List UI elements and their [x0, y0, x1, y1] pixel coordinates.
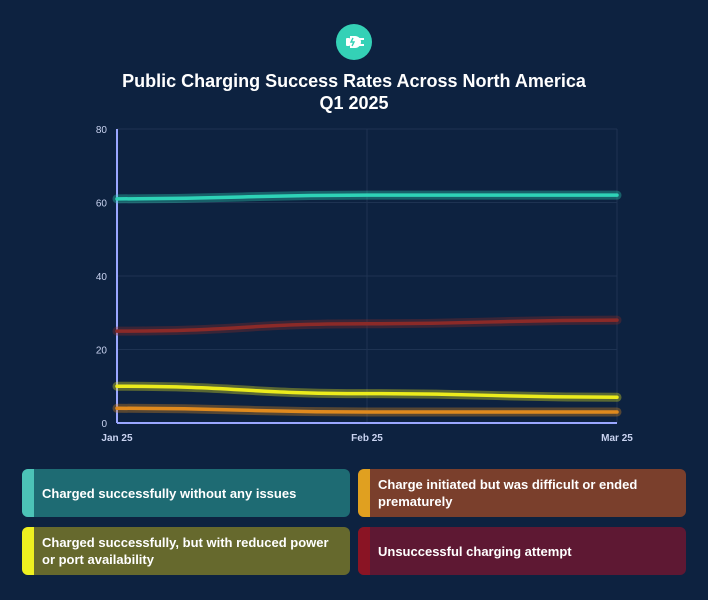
series-line-1 [115, 193, 619, 201]
legend-swatch [358, 469, 370, 517]
y-tick-label: 40 [96, 272, 108, 283]
logo-badge [336, 24, 372, 60]
y-tick-label: 20 [96, 346, 108, 357]
legend-item[interactable]: Charge initiated but was difficult or en… [358, 469, 686, 517]
line-chart: 0 20 40 60 80 Jan 25 Feb 25 Mar 25 [96, 125, 633, 444]
y-tick-label: 80 [96, 125, 108, 136]
legend-swatch [22, 469, 34, 517]
ev-plug-icon [346, 36, 364, 48]
legend-item[interactable]: Charged successfully without any issues [22, 469, 350, 517]
legend-swatch [22, 527, 34, 575]
legend-item[interactable]: Unsuccessful charging attempt [358, 527, 686, 575]
chart-title-line1: Public Charging Success Rates Across Nor… [122, 71, 586, 91]
legend-label: Charged successfully, but with reduced p… [42, 535, 329, 567]
legend-label: Unsuccessful charging attempt [378, 543, 572, 559]
chart-title: Public Charging Success Rates Across Nor… [0, 70, 708, 114]
x-tick-label: Feb 25 [351, 433, 383, 444]
x-tick-label: Mar 25 [601, 433, 633, 444]
legend-label: Charged successfully without any issues [42, 485, 297, 501]
legend-swatch [358, 527, 370, 575]
legend-label: Charge initiated but was difficult or en… [378, 477, 638, 509]
legend-item[interactable]: Charged successfully, but with reduced p… [22, 527, 350, 575]
series-line-2 [115, 406, 619, 414]
y-tick-label: 60 [96, 199, 108, 210]
x-tick-label: Jan 25 [101, 433, 133, 444]
y-tick-label: 0 [101, 419, 107, 430]
series-line-3 [115, 384, 619, 400]
chart-title-line2: Q1 2025 [319, 93, 389, 113]
series-line-4 [115, 318, 619, 333]
